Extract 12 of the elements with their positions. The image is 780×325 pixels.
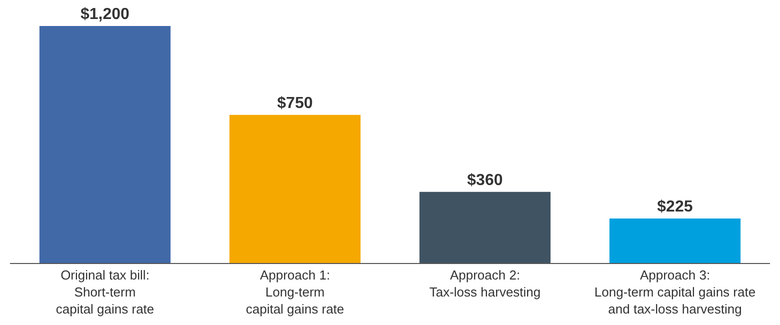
x-tick-label: Original tax bill: Short-term capital gains rate: [56, 268, 154, 316]
bar: [229, 114, 361, 263]
bar: [419, 192, 551, 263]
bar: [609, 218, 741, 263]
data-label: $750: [277, 94, 313, 112]
data-label: $225: [657, 198, 693, 216]
data-label: $360: [467, 172, 503, 189]
x-tick-label: Approach 2: Tax-loss harvesting: [429, 268, 541, 300]
x-tick-label: Approach 3: Long-term capital gains rate and tax-loss harvesting: [594, 268, 756, 316]
data-label: $1,200: [80, 6, 130, 23]
bar: [39, 26, 171, 263]
x-tick-label: Approach 1: Long-term capital gains rate: [246, 268, 344, 316]
